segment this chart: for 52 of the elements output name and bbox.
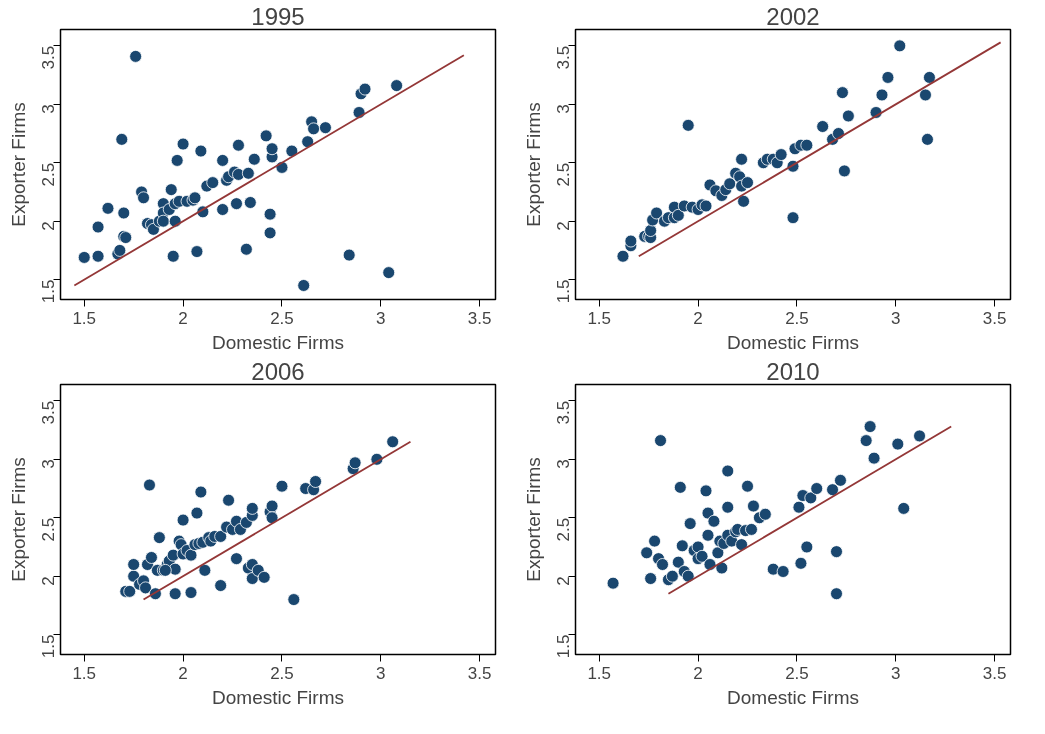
y-tick-label: 3: [39, 104, 59, 114]
y-tick-label: 2.5: [39, 162, 59, 187]
y-tick-label: 3: [554, 104, 574, 114]
y-tick-label: 1.5: [39, 634, 59, 659]
x-tick-label: 3: [376, 663, 386, 683]
x-tick-label: 1.5: [587, 308, 612, 328]
y-tick-label: 3.5: [554, 400, 574, 425]
y-tick-label: 3.5: [39, 400, 59, 425]
y-tick-label: 1.5: [39, 279, 59, 304]
x-tick-label: 2: [178, 308, 188, 328]
x-tick-label: 1.5: [587, 663, 612, 683]
chart-title: 1995: [251, 2, 305, 30]
x-tick-label: 1.5: [72, 663, 97, 683]
x-axis-title: Domestic Firms: [212, 331, 344, 353]
y-axis-title: Exporter Firms: [522, 102, 544, 227]
x-tick-label: 2.5: [270, 308, 294, 328]
y-tick-label: 1.5: [554, 634, 574, 659]
x-tick-label: 2.5: [785, 308, 809, 328]
x-tick-label: 3: [891, 308, 901, 328]
x-tick-label: 2: [693, 308, 703, 328]
x-tick-label: 2: [178, 663, 188, 683]
y-tick-label: 3: [554, 459, 574, 469]
y-axis-title: Exporter Firms: [522, 457, 544, 582]
x-axis-title: Domestic Firms: [727, 331, 859, 353]
x-axis-title: Domestic Firms: [212, 686, 344, 708]
y-tick-label: 2.5: [554, 517, 574, 542]
y-axis-title: Exporter Firms: [7, 102, 29, 227]
x-axis-title: Domestic Firms: [727, 686, 859, 708]
y-tick-label: 1.5: [554, 279, 574, 304]
y-tick-label: 3: [39, 459, 59, 469]
x-tick-label: 3: [376, 308, 386, 328]
y-axis-title: Exporter Firms: [7, 457, 29, 582]
y-tick-label: 2.5: [39, 517, 59, 542]
x-tick-label: 3: [891, 663, 901, 683]
chart-title: 2002: [766, 2, 820, 30]
x-tick-label: 2: [693, 663, 703, 683]
y-tick-label: 2: [39, 221, 59, 231]
chart-title: 2006: [251, 357, 305, 385]
x-tick-label: 3.5: [982, 663, 1007, 683]
y-tick-label: 2: [39, 576, 59, 586]
y-tick-label: 3.5: [39, 45, 59, 70]
x-tick-label: 2.5: [270, 663, 294, 683]
x-tick-label: 3.5: [467, 663, 492, 683]
x-tick-label: 3.5: [467, 308, 492, 328]
x-tick-label: 2.5: [785, 663, 809, 683]
x-tick-label: 1.5: [72, 308, 97, 328]
y-tick-label: 2.5: [554, 162, 574, 187]
y-tick-label: 2: [554, 221, 574, 231]
y-tick-label: 3.5: [554, 45, 574, 70]
chart-title: 2010: [766, 357, 820, 385]
x-tick-label: 3.5: [982, 308, 1007, 328]
y-tick-label: 2: [554, 576, 574, 586]
